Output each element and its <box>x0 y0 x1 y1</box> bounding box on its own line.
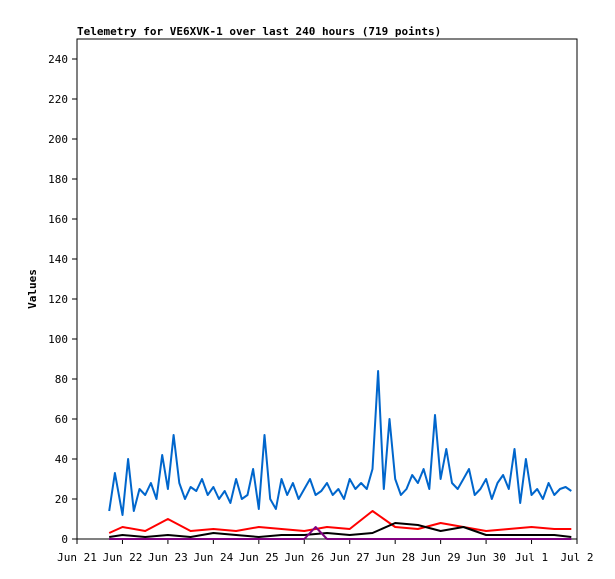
y-tick-label: 180 <box>48 173 68 186</box>
x-tick-label: Jun 30 <box>466 551 506 564</box>
series-line-4 <box>109 526 572 540</box>
y-tick-label: 80 <box>55 373 68 386</box>
series-line-2 <box>108 510 572 534</box>
y-tick-label: 220 <box>48 93 68 106</box>
x-tick-label: Jun 27 <box>330 551 370 564</box>
y-axis-label: Values <box>26 269 39 309</box>
y-tick-label: 100 <box>48 333 68 346</box>
x-tick-label: Jun 21 <box>57 551 97 564</box>
y-tick-label: 160 <box>48 213 68 226</box>
x-tick-label: Jun 22 <box>103 551 143 564</box>
y-tick-label: 240 <box>48 53 68 66</box>
x-tick-label: Jun 28 <box>375 551 415 564</box>
y-tick-label: 120 <box>48 293 68 306</box>
y-axis: 0 20 40 60 80 100 120 140 160 180 200 220 240 <box>48 53 77 546</box>
y-tick-label: 0 <box>61 533 68 546</box>
x-tick-label: Jun 25 <box>239 551 279 564</box>
plot-area <box>76 38 578 540</box>
x-tick-label: Jul 2 <box>560 551 593 564</box>
chart-title: Telemetry for VE6XVK-1 over last 240 hou… <box>77 25 441 38</box>
x-tick-label: Jun 26 <box>284 551 324 564</box>
series-line-3 <box>109 522 572 538</box>
y-tick-label: 20 <box>55 493 68 506</box>
series-layer <box>108 370 572 540</box>
x-tick-label: Jun 23 <box>148 551 188 564</box>
y-tick-label: 40 <box>55 453 68 466</box>
y-tick-label: 60 <box>55 413 68 426</box>
x-tick-label: Jun 29 <box>421 551 461 564</box>
series-line-1 <box>108 370 572 516</box>
y-tick-label: 140 <box>48 253 68 266</box>
x-tick-label: Jul 1 <box>515 551 548 564</box>
x-tick-label: Jun 24 <box>193 551 233 564</box>
x-axis: Jun 21 Jun 22 Jun 23 Jun 24 Jun 25 Jun 26 Jun … <box>57 539 594 564</box>
y-tick-label: 200 <box>48 133 68 146</box>
